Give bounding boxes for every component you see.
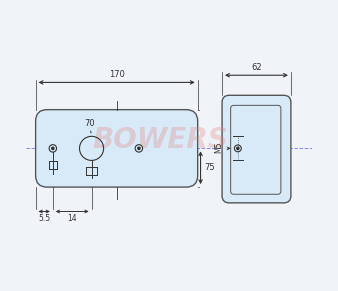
Circle shape (138, 147, 140, 150)
Text: 62: 62 (251, 63, 262, 72)
Text: 14: 14 (67, 214, 77, 223)
Text: M5: M5 (215, 141, 224, 153)
Text: 75: 75 (204, 163, 215, 172)
Circle shape (52, 147, 54, 150)
Circle shape (237, 147, 239, 150)
FancyBboxPatch shape (231, 105, 281, 194)
FancyBboxPatch shape (222, 95, 291, 203)
Text: BOWERS: BOWERS (93, 126, 228, 154)
Text: 70: 70 (84, 119, 95, 128)
Text: 5.5: 5.5 (38, 214, 50, 223)
Text: 170: 170 (109, 70, 125, 79)
FancyBboxPatch shape (35, 110, 198, 187)
